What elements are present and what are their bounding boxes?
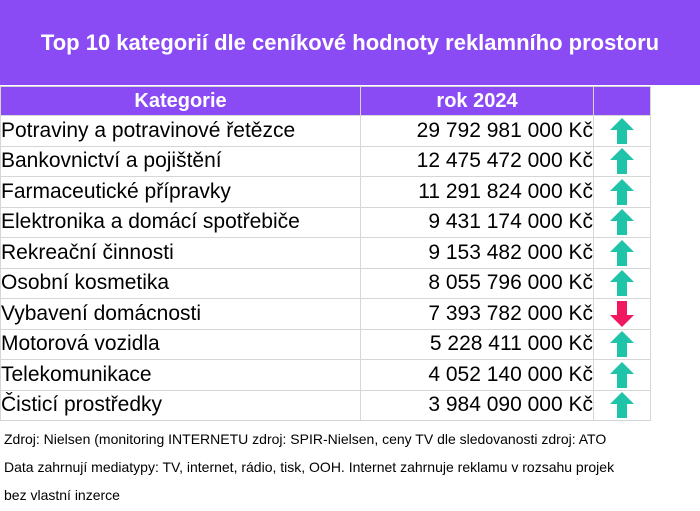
- table-row: Motorová vozidla 5 228 411 000 Kč: [0, 328, 651, 360]
- trend-cell: [593, 206, 651, 238]
- arrow-up-icon: [610, 270, 634, 297]
- table-row: Vybavení domácnosti 7 393 782 000 Kč: [0, 298, 651, 330]
- category-cell: Rekreační činnosti: [0, 237, 361, 269]
- trend-cell: [593, 237, 651, 269]
- ranking-table: Kategorie rok 2024 Potraviny a potravino…: [0, 86, 651, 421]
- arrow-up-icon: [610, 361, 634, 388]
- table-row: Bankovnictví a pojištění 12 475 472 000 K…: [0, 145, 651, 177]
- table-row: Potraviny a potravinové řetězce 29 792 98…: [0, 115, 651, 147]
- category-cell: Bankovnictví a pojištění: [0, 145, 361, 177]
- value-cell: 12 475 472 000 Kč: [360, 145, 594, 177]
- trend-cell: [593, 115, 651, 147]
- value-cell: 7 393 782 000 Kč: [360, 298, 594, 330]
- value-cell: 9 153 482 000 Kč: [360, 237, 594, 269]
- category-cell: Telekomunikace: [0, 359, 361, 391]
- trend-cell: [593, 328, 651, 360]
- table-row: Osobní kosmetika 8 055 796 000 Kč: [0, 267, 651, 299]
- header-trend: [593, 86, 651, 116]
- category-cell: Motorová vozidla: [0, 328, 361, 360]
- data-note-continued: bez vlastní inzerce: [4, 487, 120, 503]
- category-cell: Čisticí prostředky: [0, 389, 361, 421]
- trend-cell: [593, 389, 651, 421]
- value-cell: 29 792 981 000 Kč: [360, 115, 594, 147]
- arrow-up-icon: [610, 178, 634, 205]
- table-row: Telekomunikace 4 052 140 000 Kč: [0, 359, 651, 391]
- arrow-up-icon: [610, 331, 634, 358]
- header-year: rok 2024: [360, 86, 594, 116]
- arrow-up-icon: [610, 239, 634, 266]
- trend-cell: [593, 267, 651, 299]
- value-cell: 4 052 140 000 Kč: [360, 359, 594, 391]
- arrow-up-icon: [610, 148, 634, 175]
- value-cell: 3 984 090 000 Kč: [360, 389, 594, 421]
- table-row: Elektronika a domácí spotřebiče 9 431 174…: [0, 206, 651, 238]
- value-cell: 9 431 174 000 Kč: [360, 206, 594, 238]
- table-header-row: Kategorie rok 2024: [0, 86, 651, 116]
- source-note: Zdroj: Nielsen (monitoring INTERNETU zdr…: [4, 431, 607, 447]
- category-cell: Osobní kosmetika: [0, 267, 361, 299]
- trend-cell: [593, 145, 651, 177]
- trend-cell: [593, 298, 651, 330]
- table-row: Rekreační činnosti 9 153 482 000 Kč: [0, 237, 651, 269]
- trend-cell: [593, 176, 651, 208]
- title-bar: Top 10 kategorií dle ceníkové hodnoty re…: [0, 0, 700, 85]
- arrow-down-icon: [610, 300, 634, 327]
- page-title: Top 10 kategorií dle ceníkové hodnoty re…: [40, 29, 660, 55]
- category-cell: Elektronika a domácí spotřebiče: [0, 206, 361, 238]
- trend-cell: [593, 359, 651, 391]
- category-cell: Farmaceutické přípravky: [0, 176, 361, 208]
- arrow-up-icon: [610, 209, 634, 236]
- arrow-up-icon: [610, 392, 634, 419]
- header-category: Kategorie: [0, 86, 361, 116]
- table-row: Čisticí prostředky 3 984 090 000 Kč: [0, 389, 651, 421]
- footer-notes: Zdroj: Nielsen (monitoring INTERNETU zdr…: [4, 425, 700, 509]
- table-row: Farmaceutické přípravky 11 291 824 000 Kč: [0, 176, 651, 208]
- value-cell: 5 228 411 000 Kč: [360, 328, 594, 360]
- category-cell: Vybavení domácnosti: [0, 298, 361, 330]
- arrow-up-icon: [610, 117, 634, 144]
- data-note: Data zahrnují mediatypy: TV, internet, r…: [4, 459, 615, 475]
- value-cell: 11 291 824 000 Kč: [360, 176, 594, 208]
- category-cell: Potraviny a potravinové řetězce: [0, 115, 361, 147]
- value-cell: 8 055 796 000 Kč: [360, 267, 594, 299]
